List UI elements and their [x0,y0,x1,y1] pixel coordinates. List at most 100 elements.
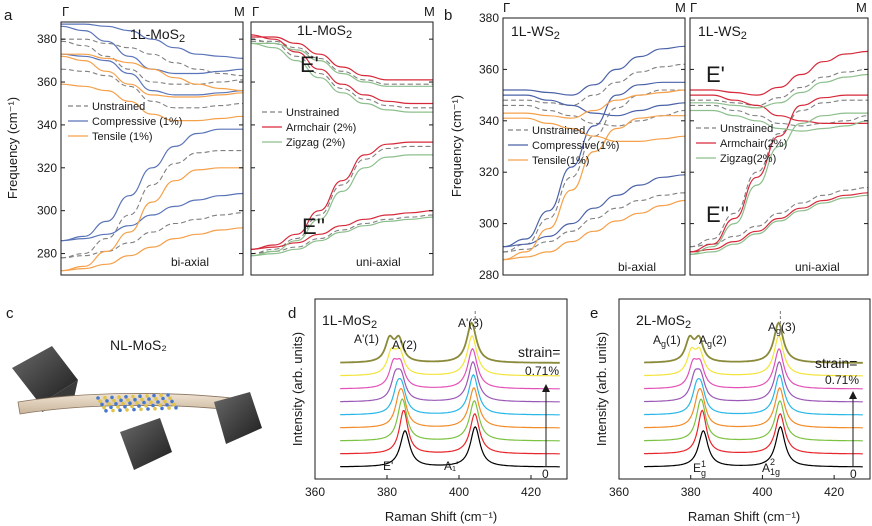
b-left-curve-compressive-1--1 [503,94,685,117]
b-left-curve-tensile-1--1 [503,117,685,142]
b-left-ytick-label: 320 [479,165,499,179]
b-right-curve-zigzag-2--1 [690,109,868,132]
a-right-curve-unstrained-1 [251,38,433,109]
sample-dot [131,394,135,399]
sample-dot [112,398,116,403]
sample-dot [119,398,123,403]
chart-a-left: Γ M 1L-MoS2 bi-axial Unstrained Compressi… [5,4,245,276]
sample-dot [156,400,160,404]
e-strain-arrowhead [849,391,857,399]
b-left-curves [503,45,685,261]
b-left-legend-label: Compressive(1%) [532,140,619,152]
sample-dot [104,409,108,413]
sample-dot [125,408,129,412]
a-left-legend-label: Tensile (1%) [92,131,153,143]
sample-dot [98,399,102,404]
d-spectrum-7 [340,335,560,377]
b-right-frame [689,17,869,276]
a-right-curve-armchair-2--2 [251,141,433,250]
d-strain-label: strain= [518,344,560,360]
b-left-curve-compressive-1--2 [503,81,685,248]
d-peak-label-2: A'(2) [392,338,417,352]
e-title: 2L-MoS2 [636,312,691,331]
e-xtick-label: 380 [681,485,701,499]
mos2-sample-array [96,393,178,413]
sample-dot [166,393,170,397]
d-xlabel: Raman Shift (cm⁻¹) [385,509,497,524]
e-spectrum-5 [644,361,863,403]
sample-dot [170,399,174,404]
d-peak-label-1: A'(1) [354,332,379,346]
panel-label-d: d [288,305,296,322]
b-left-ytick-label: 380 [479,11,499,25]
a-left-ytick-label: 300 [37,204,57,218]
sample-dot [103,395,107,400]
e-spectra [644,321,863,468]
sample-dot [116,405,120,409]
sample-dot [109,405,113,410]
sample-dot [160,406,164,411]
a-right-curve-zigzag-2--3 [251,216,433,257]
e-peak-label-3: Ag(3) [768,320,796,336]
d-ylabel: Intensity (arb. units) [290,332,305,446]
b-right-annotation: uni-axial [795,260,840,274]
a-left-ytick-label: 340 [37,118,57,132]
a-right-eprime-label: E' [300,52,319,77]
panel-label-b: b [444,7,452,24]
b-left-annotation: bi-axial [618,260,656,274]
sample-dot [168,396,172,401]
e-spectrum-1 [644,409,863,455]
panel-c-label: NL-MoS₂ [110,337,167,353]
sample-dot [135,401,139,405]
e-strain-zero: 0 [850,467,857,481]
sample-dot [152,393,156,398]
b-left-ytick-label: 300 [479,217,499,231]
e-xtick-label: 360 [609,485,629,499]
sample-dot [126,398,130,402]
sample-dot [154,397,158,401]
a-left-curve-compressive-1--0 [61,23,243,59]
sample-dot [100,402,104,407]
e-xtick-label: 400 [752,485,772,499]
sample-dot [140,397,144,402]
b-right-edprime-label: E'' [706,202,729,227]
d-frame [314,298,568,480]
e-spectrum-2 [644,398,863,442]
d-spectrum-3 [340,387,560,429]
center-pusher-block [120,418,172,470]
e-spectrum-8 [644,321,863,364]
d-spectrum-6 [340,347,560,390]
sample-dot [96,396,100,400]
sample-dot [111,408,115,413]
chart-a-right: Γ M 1L-MoS2 E' E'' uni-axial Unstrained A… [250,4,435,276]
sample-dot [151,403,155,408]
a-left-curve-tensile-1--1 [61,55,243,98]
d-spectrum-1 [340,410,560,455]
a-left-m-label: M [234,4,245,19]
a-left-ytick-label: 320 [37,161,57,175]
a-right-gamma-label: Γ [252,4,259,19]
b-right-legend: Unstrained Armchair(2%) Zigzag(2%) [696,123,787,165]
sample-dot [165,403,169,407]
e-ylabel: Intensity (arb. units) [594,332,609,446]
sample-dot [130,404,134,409]
b-right-curve-zigzag-2--2 [690,112,868,255]
a-left-gamma-label: Γ [62,4,69,19]
a-left-curve-tensile-1--4 [61,227,243,272]
e-strain-value: 0.71% [825,373,859,387]
sample-dot [167,406,171,410]
a-right-curves [251,34,433,257]
b-left-m-label: M [675,0,686,15]
sample-dot [172,402,176,407]
b-right-legend-label: Zigzag(2%) [720,153,776,165]
a-left-curve-tensile-1--3 [61,167,243,272]
e-xlabel: Raman Shift (cm⁻¹) [688,509,800,524]
b-left-legend: Unstrained Compressive(1%) Tensile(1%) [508,125,619,167]
a-left-curve-tensile-1--2 [61,83,243,122]
b-left-legend-label: Tensile(1%) [532,155,589,167]
a-right-curve-armchair-2--0 [251,36,433,81]
b-right-curve-zigzag-2--3 [690,194,868,255]
chart-b-left: Γ M 1L-WS2 bi-axial Unstrained Compressiv… [449,0,686,282]
a-left-curve-compressive-1--3 [61,128,243,242]
